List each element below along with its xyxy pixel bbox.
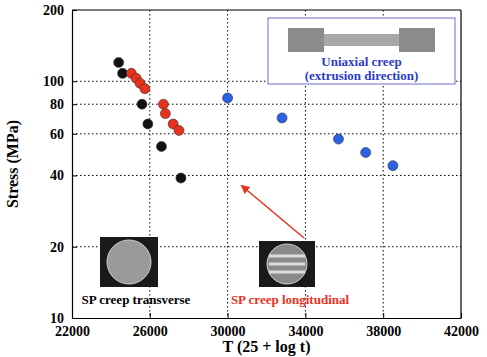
point bbox=[361, 148, 371, 158]
inset-disc bbox=[267, 244, 307, 284]
tick: 40 bbox=[50, 168, 77, 183]
annotation-box bbox=[268, 18, 455, 84]
annotation: Uniaxial creep bbox=[321, 54, 401, 69]
point bbox=[158, 99, 168, 109]
tick-label: 30000 bbox=[211, 324, 246, 339]
tick: 80 bbox=[50, 97, 77, 112]
inset-image bbox=[100, 237, 158, 287]
specimen-end bbox=[288, 28, 324, 52]
x-axis-title: T (25 + log t) bbox=[223, 338, 311, 356]
inset-disc bbox=[107, 240, 151, 284]
annotations: SP creep transverse SP creep longitudinal… bbox=[82, 54, 419, 307]
inset-image bbox=[259, 241, 315, 287]
annotation: SP creep longitudinal bbox=[231, 292, 350, 307]
tick-label: 38000 bbox=[366, 324, 401, 339]
tick-mark bbox=[72, 318, 77, 319]
annotation: SP creep transverse bbox=[82, 292, 191, 307]
x-axis: 22000 26000 30000 34000 38000 42000 bbox=[55, 313, 479, 339]
plot: 22000 26000 30000 34000 38000 42000 10 20 40 60 80… bbox=[43, 3, 479, 339]
tick-label: 100 bbox=[43, 74, 64, 89]
point bbox=[277, 113, 287, 123]
point bbox=[140, 84, 150, 94]
tick-mark bbox=[72, 175, 77, 176]
tick-label: 20 bbox=[50, 240, 64, 255]
point bbox=[388, 161, 398, 171]
tick: 60 bbox=[50, 127, 77, 142]
tick-mark bbox=[72, 81, 77, 82]
y-axis-title: Stress (MPa) bbox=[4, 120, 22, 208]
tick-label: 200 bbox=[43, 3, 64, 18]
inset-band bbox=[269, 263, 305, 266]
specimen-end bbox=[399, 28, 435, 52]
tick: 200 bbox=[43, 3, 77, 18]
point bbox=[143, 119, 153, 129]
y-axis: 10 20 40 60 80 100 200 bbox=[43, 3, 77, 326]
point bbox=[114, 58, 124, 68]
tick-label: 40 bbox=[50, 168, 64, 183]
tick-label: 42000 bbox=[444, 324, 479, 339]
point bbox=[137, 99, 147, 109]
tick-mark bbox=[383, 313, 384, 318]
tick-mark bbox=[72, 104, 77, 105]
point bbox=[223, 93, 233, 103]
tick-label: 22000 bbox=[55, 324, 90, 339]
point bbox=[160, 109, 170, 119]
tick-mark bbox=[228, 313, 229, 318]
grid-line bbox=[72, 104, 461, 105]
frame bbox=[460, 10, 461, 318]
tick-label: 80 bbox=[50, 97, 64, 112]
tick-mark bbox=[72, 247, 77, 248]
point bbox=[156, 142, 166, 152]
inset-band bbox=[269, 271, 305, 274]
tick: 20 bbox=[50, 240, 77, 255]
arrow bbox=[242, 186, 304, 238]
point bbox=[174, 125, 184, 135]
tick: 100 bbox=[43, 74, 77, 89]
specimen-gauge bbox=[324, 34, 399, 46]
tick-mark bbox=[305, 313, 306, 318]
tick: 34000 bbox=[288, 313, 323, 339]
grid bbox=[72, 10, 461, 318]
tick-mark bbox=[72, 134, 77, 135]
axis-line bbox=[72, 11, 73, 319]
tick: 10 bbox=[50, 311, 77, 326]
annotation: (extrusion direction) bbox=[305, 68, 419, 83]
axis-line bbox=[73, 318, 462, 319]
tick-label: 10 bbox=[50, 311, 64, 326]
tick-label: 26000 bbox=[133, 324, 168, 339]
grid-line bbox=[227, 10, 228, 318]
tick-label: 60 bbox=[50, 127, 64, 142]
tick-mark bbox=[150, 313, 151, 318]
tick-label: 34000 bbox=[288, 324, 323, 339]
point bbox=[176, 173, 186, 183]
grid-line bbox=[72, 133, 461, 134]
tick: 26000 bbox=[133, 313, 168, 339]
grid-line bbox=[72, 175, 461, 176]
insets bbox=[100, 18, 455, 287]
tick: 38000 bbox=[366, 313, 401, 339]
chart: 22000 26000 30000 34000 38000 42000 10 20 40 60 80… bbox=[0, 0, 487, 357]
point bbox=[333, 134, 343, 144]
tick: 30000 bbox=[211, 313, 246, 339]
inset-band bbox=[269, 255, 305, 258]
frame bbox=[72, 9, 461, 10]
